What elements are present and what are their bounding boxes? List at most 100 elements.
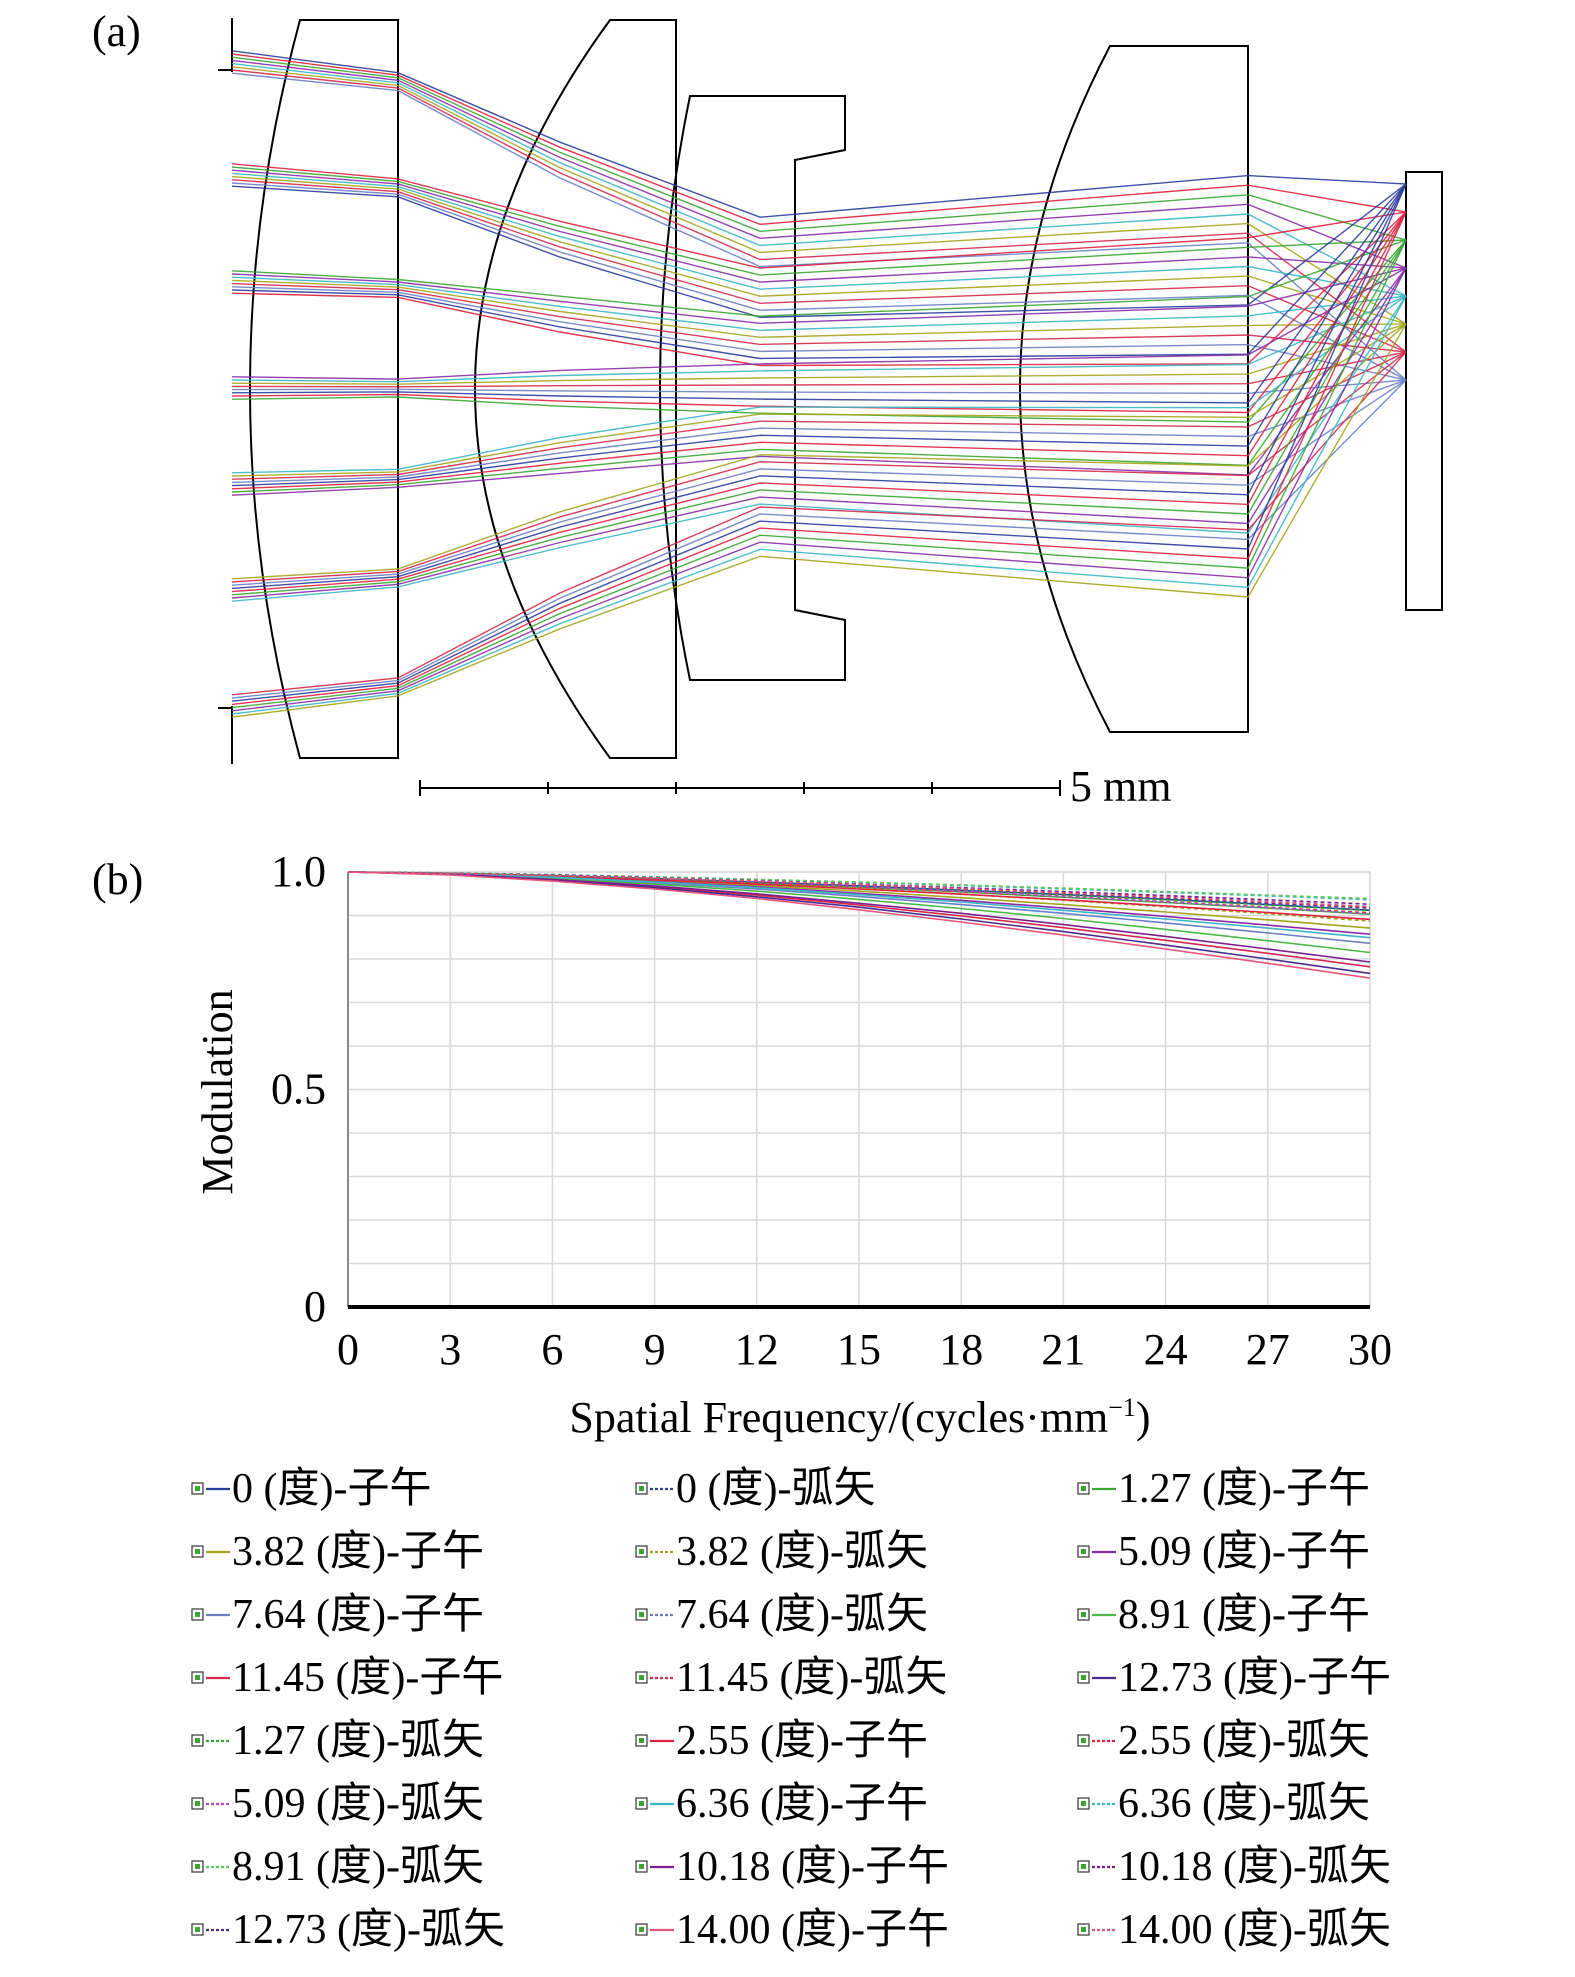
ray-trace-line	[231, 239, 1407, 423]
legend-item: 1.27 (度)-弧矢	[191, 1718, 484, 1764]
legend-label: 5.09 (度)-子午	[1118, 1529, 1370, 1575]
legend-marker-fill	[639, 1612, 644, 1617]
ray-trace-line	[231, 267, 1407, 380]
lens-element-4	[1019, 45, 1249, 733]
ray-trace-line	[231, 179, 1407, 353]
lens-element-1	[249, 19, 399, 759]
ray-trace-line	[231, 172, 1407, 297]
legend-item: 11.45 (度)-弧矢	[635, 1655, 947, 1701]
legend-item: 14.00 (度)-弧矢	[1077, 1907, 1391, 1953]
scale-bar: 5 mm	[419, 762, 1171, 811]
image-plane-window	[1405, 171, 1443, 611]
legend-marker-fill	[195, 1801, 200, 1806]
legend-item: 5.09 (度)-子午	[1077, 1529, 1370, 1575]
ray-trace-line	[231, 211, 1407, 367]
ray-trace-line	[231, 267, 1407, 325]
legend-marker-fill	[1081, 1927, 1086, 1932]
aperture-stop-top	[218, 18, 233, 72]
legend-marker-fill	[1081, 1738, 1086, 1743]
legend-label: 12.73 (度)-子午	[1118, 1655, 1391, 1701]
ray-trace-line	[231, 211, 1407, 414]
ray-trace-line	[231, 166, 1407, 276]
legend-item: 12.73 (度)-子午	[1077, 1655, 1391, 1701]
legend-label: 8.91 (度)-子午	[1118, 1592, 1370, 1638]
mtf-series-line	[347, 871, 1371, 963]
legend-label: 1.27 (度)-弧矢	[232, 1718, 484, 1764]
legend-label: 14.00 (度)-弧矢	[1118, 1907, 1391, 1953]
ray-trace-line	[231, 183, 1407, 360]
legend-item: 2.55 (度)-子午	[635, 1718, 928, 1764]
legend-item: 10.18 (度)-弧矢	[1077, 1844, 1391, 1890]
ray-trace-line	[231, 267, 1407, 599]
mtf-curves	[347, 871, 1371, 979]
ray-trace-line	[231, 276, 1407, 332]
x-tick-label: 9	[644, 1325, 666, 1374]
ray-trace-line	[231, 323, 1407, 718]
legend-item: 2.55 (度)-弧矢	[1077, 1718, 1370, 1764]
ray-trace-line	[231, 351, 1407, 480]
ray-trace-line	[231, 169, 1407, 283]
legend-label: 1.27 (度)-子午	[1118, 1466, 1370, 1512]
legend-label: 6.36 (度)-弧矢	[1118, 1781, 1370, 1827]
legend-marker-fill	[1081, 1675, 1086, 1680]
legend-item: 10.18 (度)-子午	[635, 1844, 949, 1890]
legend-label: 14.00 (度)-子午	[676, 1907, 949, 1953]
ray-trace-line	[231, 239, 1407, 493]
x-axis-title-main: Spatial Frequency/(cycles·mm	[569, 1393, 1108, 1442]
legend-label: 11.45 (度)-子午	[232, 1655, 503, 1701]
y-axis-title: Modulation	[193, 989, 242, 1194]
legend-label: 10.18 (度)-弧矢	[1118, 1844, 1391, 1890]
ray-fans	[231, 50, 1407, 718]
ray-trace-line	[231, 72, 1407, 381]
legend-item: 0 (度)-弧矢	[635, 1466, 875, 1512]
x-tick-label: 0	[337, 1325, 359, 1374]
ray-trace-line	[231, 295, 1407, 715]
x-axis-title-close: )	[1136, 1393, 1151, 1442]
ray-trace-line	[231, 62, 1407, 297]
legend-label: 2.55 (度)-弧矢	[1118, 1718, 1370, 1764]
mtf-series-line	[347, 871, 1371, 908]
ray-trace-line	[231, 183, 1407, 590]
legend-item: 3.82 (度)-子午	[191, 1529, 484, 1575]
ray-trace-line	[231, 239, 1407, 317]
ray-trace-line	[231, 53, 1407, 226]
x-tick-label: 30	[1348, 1325, 1392, 1374]
legend: 0 (度)-子午 0 (度)-弧矢 1.27 (度)-子午 3.82 (度)-子午 3.…	[191, 1466, 1391, 1953]
y-tick-labels: 0 0.5 1.0	[271, 847, 326, 1331]
scale-bar-label: 5 mm	[1070, 762, 1171, 811]
legend-item: 14.00 (度)-子午	[635, 1907, 949, 1953]
legend-marker-fill	[639, 1675, 644, 1680]
legend-label: 3.82 (度)-子午	[232, 1529, 484, 1575]
y-tick-label: 1.0	[271, 847, 326, 896]
ray-trace-line	[231, 183, 1407, 319]
panel-b-label: (b)	[92, 855, 143, 904]
aperture-stop-bottom	[218, 706, 233, 764]
legend-marker-fill	[195, 1675, 200, 1680]
ray-trace-line	[231, 239, 1407, 709]
lens-layout-diagram: 5 mm	[218, 18, 1443, 811]
mtf-chart: 0 3 6 9 12 15 18 21 24 27 30 0 0.5 1.0 Modulation Sp…	[193, 847, 1392, 1442]
legend-label: 8.91 (度)-弧矢	[232, 1844, 484, 1890]
ray-trace-line	[231, 182, 1407, 381]
x-tick-label: 3	[439, 1325, 461, 1374]
legend-label: 10.18 (度)-子午	[676, 1844, 949, 1890]
ray-trace-line	[231, 183, 1407, 404]
legend-label: 0 (度)-子午	[232, 1466, 431, 1512]
ray-trace-line	[231, 267, 1407, 712]
x-axis-title-superscript: −1	[1108, 1393, 1136, 1422]
legend-marker-fill	[639, 1738, 644, 1743]
lens-element-3	[659, 95, 846, 681]
legend-item: 8.91 (度)-弧矢	[191, 1844, 484, 1890]
ray-trace-line	[231, 211, 1407, 490]
legend-marker-fill	[639, 1486, 644, 1491]
ray-trace-line	[231, 50, 1407, 218]
ray-trace-line	[231, 295, 1407, 474]
legend-marker-fill	[195, 1486, 200, 1491]
legend-marker-fill	[1081, 1864, 1086, 1869]
legend-item: 3.82 (度)-弧矢	[635, 1529, 928, 1575]
ray-trace-line	[231, 56, 1407, 241]
legend-marker-fill	[1081, 1612, 1086, 1617]
ray-trace-line	[231, 183, 1407, 487]
ray-trace-line	[231, 69, 1407, 353]
